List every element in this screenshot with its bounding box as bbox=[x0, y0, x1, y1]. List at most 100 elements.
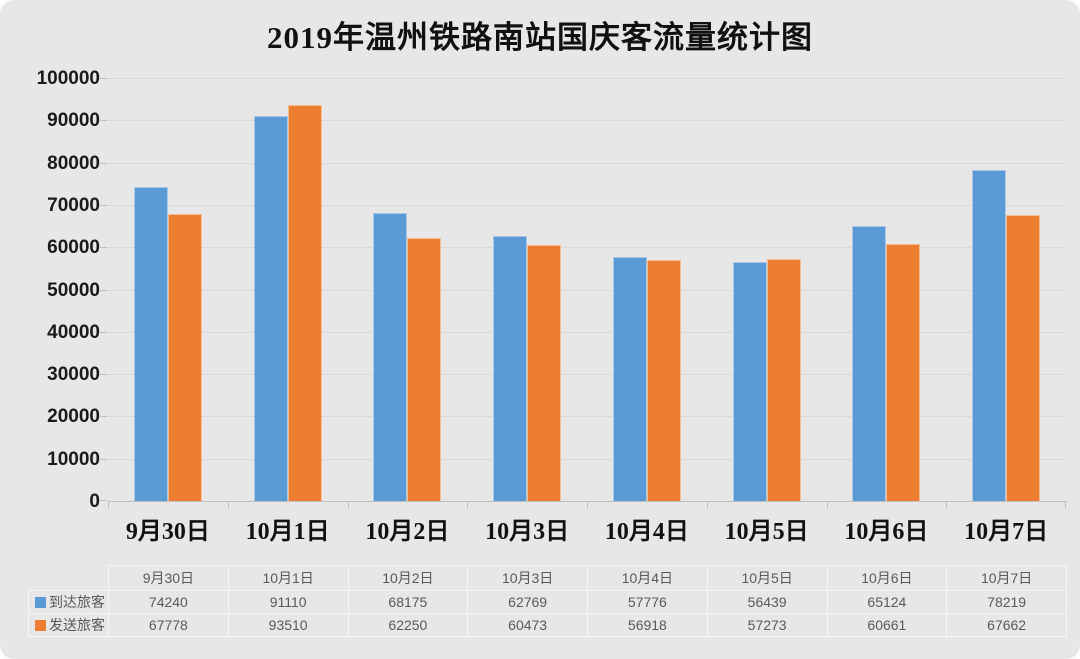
data-table: 9月30日 10月1日 10月2日 10月3日 10月4日 10月5日 10月6日 10月7日… bbox=[28, 565, 1067, 637]
y-axis-tick bbox=[100, 374, 107, 376]
table-value-cell: 68175 bbox=[347, 590, 469, 614]
bar-发送旅客-10月4日 bbox=[646, 260, 681, 501]
plot-area bbox=[100, 78, 1066, 508]
x-axis-tick bbox=[826, 502, 828, 508]
y-axis-label: 90000 bbox=[47, 110, 100, 132]
legend-swatch-icon bbox=[35, 597, 46, 608]
bar-到达旅客-10月6日 bbox=[852, 225, 887, 501]
y-axis-tick bbox=[100, 289, 107, 291]
x-axis-tick bbox=[706, 502, 708, 508]
x-axis-tick bbox=[946, 502, 948, 508]
bar-到达旅客-10月2日 bbox=[373, 212, 408, 501]
y-axis-tick bbox=[100, 247, 107, 249]
y-axis-tick bbox=[100, 120, 107, 122]
table-value-cell: 67778 bbox=[108, 613, 229, 637]
legend-swatch-icon bbox=[35, 620, 46, 631]
gridline bbox=[108, 204, 1066, 206]
y-axis-label: 40000 bbox=[47, 321, 100, 343]
table-header-cell: 10月2日 bbox=[347, 565, 469, 591]
table-header-cell: 10月3日 bbox=[467, 565, 588, 591]
table-value-cell: 93510 bbox=[227, 613, 349, 637]
table-value-cell: 57776 bbox=[587, 590, 708, 614]
bar-到达旅客-10月4日 bbox=[612, 256, 647, 501]
x-axis-label: 10月1日 bbox=[245, 519, 330, 545]
table-value-cell: 62250 bbox=[347, 613, 469, 637]
table-value-cell: 62769 bbox=[467, 590, 588, 614]
bar-发送旅客-10月5日 bbox=[766, 258, 801, 501]
y-axis-label: 0 bbox=[89, 491, 100, 512]
table-value-cell: 91110 bbox=[227, 590, 349, 614]
y-axis-label: 80000 bbox=[47, 152, 100, 174]
table-value-cell: 74240 bbox=[108, 590, 229, 614]
bar-发送旅客-9月30日 bbox=[167, 214, 202, 501]
table-header-cell: 10月4日 bbox=[587, 565, 708, 591]
x-axis-label: 10月6日 bbox=[844, 519, 929, 545]
x-axis-tick bbox=[467, 502, 469, 508]
y-axis-tick bbox=[100, 331, 107, 333]
y-axis-label: 100000 bbox=[36, 68, 100, 89]
x-axis-line bbox=[108, 501, 1066, 502]
table-value-cell: 57273 bbox=[706, 613, 828, 637]
x-axis-tick bbox=[587, 502, 588, 508]
gridline bbox=[108, 120, 1066, 122]
bar-发送旅客-10月6日 bbox=[886, 244, 921, 501]
x-axis-tick bbox=[1065, 502, 1066, 508]
x-axis-label: 10月7日 bbox=[964, 519, 1049, 545]
x-axis-label: 10月4日 bbox=[604, 519, 689, 545]
gridline bbox=[108, 458, 1066, 460]
table-header-cell: 10月1日 bbox=[227, 565, 349, 591]
bar-到达旅客-10月5日 bbox=[732, 262, 767, 501]
legend-cell: 发送旅客 bbox=[28, 613, 109, 637]
table-value-cell: 56439 bbox=[706, 590, 828, 614]
gridline bbox=[108, 289, 1066, 291]
x-axis-tick bbox=[227, 502, 229, 508]
x-axis-tick bbox=[108, 502, 109, 508]
bar-到达旅客-9月30日 bbox=[133, 186, 168, 501]
table-row-到达旅客: 到达旅客 74240 91110 68175 62769 57776 56439 65124 7… bbox=[28, 590, 1067, 614]
table-header-cell: 10月7日 bbox=[946, 565, 1067, 591]
bar-发送旅客-10月3日 bbox=[527, 245, 562, 501]
legend-label: 发送旅客 bbox=[49, 617, 105, 633]
y-axis-tick bbox=[100, 204, 107, 206]
x-axis-label: 10月2日 bbox=[365, 519, 450, 545]
y-axis-label: 70000 bbox=[47, 194, 100, 216]
y-axis-label: 30000 bbox=[47, 364, 100, 386]
y-axis: 0 10000 20000 30000 40000 50000 60000 70000 8000… bbox=[0, 69, 100, 511]
table-header-cell: 10月5日 bbox=[706, 565, 828, 591]
bar-发送旅客-10月1日 bbox=[287, 105, 322, 501]
y-axis-label: 60000 bbox=[47, 237, 100, 259]
table-header-cell: 9月30日 bbox=[108, 565, 229, 591]
legend-label: 到达旅客 bbox=[49, 594, 105, 610]
legend-cell: 到达旅客 bbox=[28, 590, 109, 614]
bar-发送旅客-10月7日 bbox=[1006, 214, 1041, 501]
y-axis-tick bbox=[100, 416, 107, 418]
table-value-cell: 67662 bbox=[946, 613, 1067, 637]
table-header-cell: 10月6日 bbox=[826, 565, 948, 591]
table-value-cell: 65124 bbox=[826, 590, 948, 614]
y-axis-tick bbox=[100, 500, 107, 501]
table-corner-cell bbox=[29, 566, 109, 591]
gridline bbox=[108, 416, 1066, 418]
chart-title: 2019年温州铁路南站国庆客流量统计图 bbox=[267, 20, 813, 55]
gridline bbox=[108, 78, 1066, 79]
y-axis-label: 10000 bbox=[47, 448, 100, 470]
y-axis-label: 20000 bbox=[47, 406, 100, 428]
bar-到达旅客-10月1日 bbox=[253, 115, 288, 501]
x-axis-label: 10月3日 bbox=[485, 519, 570, 545]
gridline bbox=[108, 331, 1066, 333]
bar-发送旅客-10月2日 bbox=[407, 237, 442, 501]
table-value-cell: 60473 bbox=[467, 613, 588, 637]
table-row-发送旅客: 发送旅客 67778 93510 62250 60473 56918 57273 60661 6… bbox=[28, 613, 1067, 637]
gridline bbox=[108, 374, 1066, 376]
x-axis-label: 9月30日 bbox=[125, 519, 210, 545]
gridline bbox=[108, 162, 1066, 164]
y-axis-label: 50000 bbox=[47, 279, 100, 301]
table-value-cell: 56918 bbox=[587, 613, 708, 637]
bar-到达旅客-10月7日 bbox=[972, 170, 1007, 501]
y-axis-tick bbox=[100, 162, 107, 164]
bar-到达旅客-10月3日 bbox=[493, 235, 528, 501]
table-header-row: 9月30日 10月1日 10月2日 10月3日 10月4日 10月5日 10月6日 10月7日 bbox=[29, 565, 1067, 591]
table-value-cell: 78219 bbox=[946, 590, 1067, 614]
y-axis-tick bbox=[100, 78, 107, 79]
